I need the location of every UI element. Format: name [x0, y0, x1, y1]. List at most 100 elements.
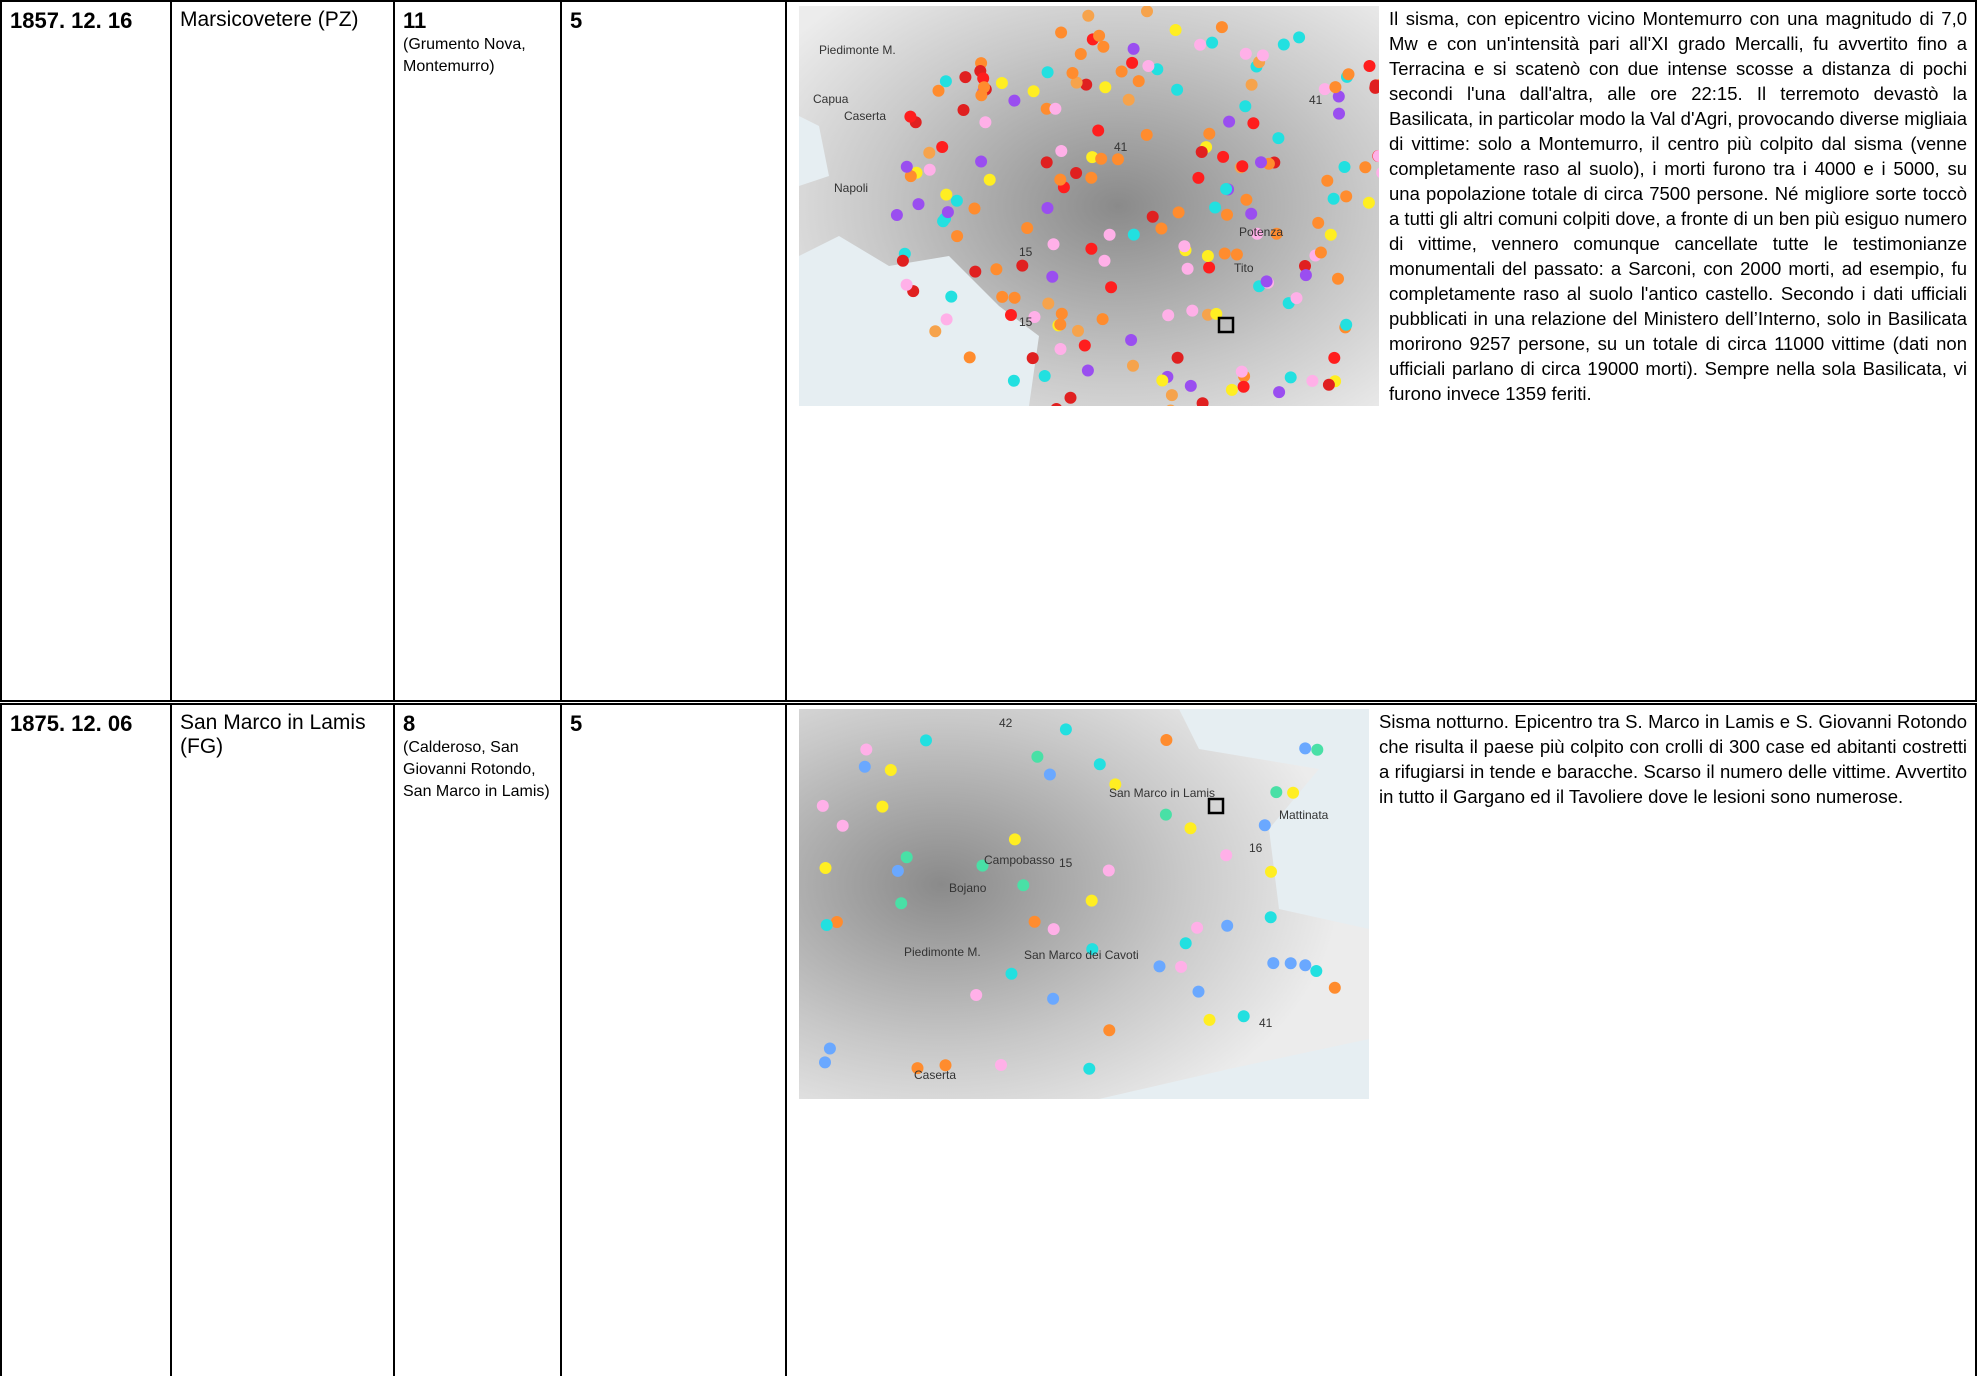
intensity-dot — [1265, 911, 1277, 923]
intensity-dot — [859, 761, 871, 773]
intensity-dot — [1226, 384, 1238, 396]
intensity-dot — [1310, 965, 1322, 977]
intensity-dot — [1099, 81, 1111, 93]
intensity-dot — [1112, 153, 1124, 165]
intensity-dot — [1311, 744, 1323, 756]
intensity-dot — [1095, 153, 1107, 165]
page: {"table":{"rows":[ {"date":"1857. 12. 16… — [0, 0, 1977, 1376]
column-4-value: 5 — [570, 8, 582, 33]
intensity-dot — [964, 351, 976, 363]
intensity-dot — [1028, 85, 1040, 97]
intensity-dot — [1293, 31, 1305, 43]
intensity-dot — [1204, 1014, 1216, 1026]
column-4-value: 5 — [570, 711, 582, 736]
intensity-dot — [1041, 156, 1053, 168]
intensity-dot — [1042, 202, 1054, 214]
intensity-dot — [1329, 982, 1341, 994]
intensity-dot — [1054, 174, 1066, 186]
intensity-dot — [1231, 249, 1243, 261]
map-label: Bojano — [949, 881, 987, 895]
intensity-dot — [979, 116, 991, 128]
map-image: San Marco in LamisMattinataCampobassoBoj… — [799, 709, 1369, 1099]
intensity-dot — [1178, 240, 1190, 252]
intensity-dot — [1285, 371, 1297, 383]
intensity-dot — [1359, 161, 1371, 173]
intensity-dot — [1339, 161, 1351, 173]
intensity-dot — [1042, 66, 1054, 78]
intensity-dot — [1315, 247, 1327, 259]
intensity-dot — [1261, 275, 1273, 287]
intensity-dot — [924, 164, 936, 176]
intensity-dot — [1048, 923, 1060, 935]
intensity-dot — [1203, 262, 1215, 274]
intensity-dot — [1006, 968, 1018, 980]
map-label: Napoli — [834, 181, 868, 195]
intensity-dot — [1240, 48, 1252, 60]
place: Marsicovetere (PZ) — [180, 8, 359, 31]
intensity-dot — [1186, 305, 1198, 317]
intensity-dot — [1270, 786, 1282, 798]
intensity-dot — [1128, 229, 1140, 241]
intensity-dot — [990, 263, 1002, 275]
map-label: Tito — [1234, 261, 1254, 275]
map-label: 41 — [1309, 93, 1323, 107]
date: 1857. 12. 16 — [10, 8, 132, 33]
intensity-dot — [1086, 895, 1098, 907]
place-cell: San Marco in Lamis (FG) — [171, 703, 394, 1376]
intensity-dot — [1216, 21, 1228, 33]
intensity-dot — [945, 291, 957, 303]
intensity-note: (Calderoso, San Giovanni Rotondo, San Ma… — [403, 737, 552, 803]
map-label: 41 — [1259, 1016, 1273, 1030]
intensity-dot — [1209, 202, 1221, 214]
intensity-dot — [969, 266, 981, 278]
date: 1875. 12. 06 — [10, 711, 132, 736]
intensity-dot — [969, 203, 981, 215]
intensity-dot — [1049, 103, 1061, 115]
intensity: 8 — [403, 711, 415, 736]
intensity-dot — [1194, 39, 1206, 51]
intensity-dot — [913, 198, 925, 210]
intensity-dot — [1312, 217, 1324, 229]
table: 1857. 12. 16Marsicovetere (PZ)11(Grument… — [0, 0, 1977, 1376]
map-label: Piedimonte M. — [904, 945, 981, 959]
intensity-dot — [1219, 248, 1231, 260]
intensity-dot — [1180, 937, 1192, 949]
intensity-dot — [940, 189, 952, 201]
intensity-dot — [1221, 920, 1233, 932]
intensity-dot — [1060, 723, 1072, 735]
intensity-dot — [1055, 343, 1067, 355]
column-4-cell: 5 — [561, 703, 786, 1376]
intensity-dot — [1162, 309, 1174, 321]
intensity-dot — [1265, 866, 1277, 878]
description: Sisma notturno. Epicentro tra S. Marco i… — [1379, 711, 1967, 807]
intensity-dot — [1206, 37, 1218, 49]
intensity-dot — [1202, 250, 1214, 262]
intensity-dot — [1175, 961, 1187, 973]
intensity-dot — [1085, 243, 1097, 255]
intensity-dot — [1156, 375, 1168, 387]
table-row: 1857. 12. 16Marsicovetere (PZ)11(Grument… — [1, 1, 1976, 703]
intensity-dot — [876, 801, 888, 813]
intensity-dot — [1128, 43, 1140, 55]
intensity-dot — [817, 800, 829, 812]
intensity-dot — [1217, 151, 1229, 163]
intensity-dot — [1321, 175, 1333, 187]
intensity-dot — [1046, 271, 1058, 283]
intensity-dot — [1238, 1010, 1250, 1022]
intensity-dot — [1079, 340, 1091, 352]
map-label: Caserta — [844, 109, 886, 123]
intensity-dot — [1044, 769, 1056, 781]
map-label: 15 — [1019, 245, 1033, 259]
intensity-dot — [1123, 94, 1135, 106]
intensity-dot — [1328, 352, 1340, 364]
intensity-dot — [1278, 39, 1290, 51]
intensity-dot — [1127, 360, 1139, 372]
intensity: 11 — [403, 8, 426, 33]
intensity-dot — [1056, 308, 1068, 320]
intensity-dot — [1154, 960, 1166, 972]
intensity-dot — [1220, 183, 1232, 195]
map-label: 42 — [999, 716, 1013, 730]
map-label: Piedimonte M. — [819, 43, 896, 57]
intensity-dot — [1104, 229, 1116, 241]
intensity-dot — [1160, 809, 1172, 821]
